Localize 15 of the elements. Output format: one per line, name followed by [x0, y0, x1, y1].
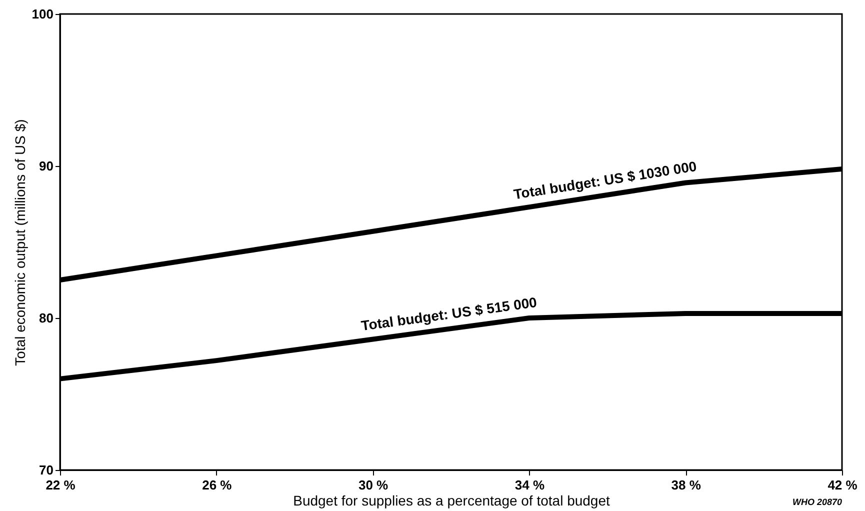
- y-tick-label: 80: [39, 310, 54, 326]
- y-tick-label: 90: [39, 158, 54, 174]
- y-tick-label: 70: [39, 462, 54, 478]
- y-axis-title: Total economic output (millions of US $): [12, 119, 28, 366]
- x-tick-label: 34 %: [514, 478, 545, 492]
- x-tick-label: 22 %: [46, 478, 76, 492]
- x-tick-label: 26 %: [202, 478, 232, 492]
- x-tick-label: 42 %: [828, 478, 858, 492]
- x-tick-label: 30 %: [358, 478, 389, 492]
- text: Total budget: US $ 1030 000: [512, 158, 698, 202]
- text: Total budget: US $ 515 000: [360, 294, 538, 334]
- text: WHO 20870: [792, 497, 842, 507]
- x-tick-label: 38 %: [671, 478, 702, 492]
- y-tick-label: 100: [32, 6, 54, 22]
- x-axis-title: Budget for supplies as a percentage of total budget: [293, 492, 610, 508]
